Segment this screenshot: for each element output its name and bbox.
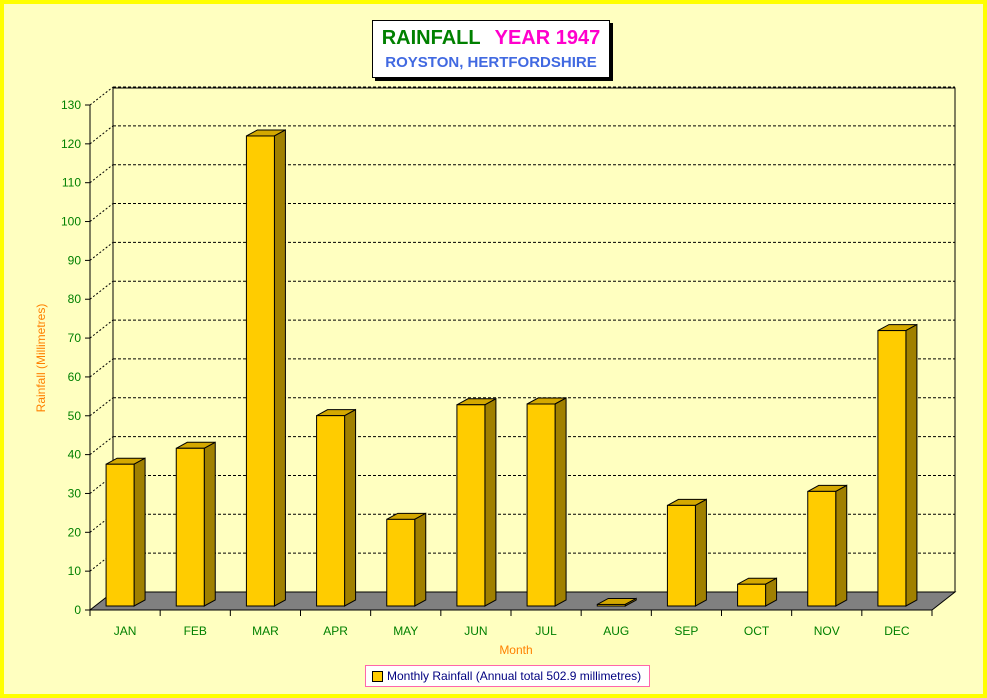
x-tick-label: DEC — [884, 624, 910, 638]
bar — [105, 457, 146, 607]
bar — [456, 397, 497, 607]
chart-legend: Monthly Rainfall (Annual total 502.9 mil… — [365, 665, 651, 687]
bar — [245, 129, 286, 607]
x-tick-label: OCT — [744, 624, 770, 638]
bar-side — [694, 498, 707, 607]
gridline-depth — [89, 125, 114, 145]
y-tick-label: 0 — [74, 603, 81, 617]
bar-side — [133, 457, 146, 607]
x-tick-label: JAN — [114, 624, 137, 638]
chart-title: RAINFALL — [381, 27, 481, 49]
bar-front — [737, 583, 767, 607]
y-tick-label: 130 — [61, 98, 81, 112]
y-tick-label: 20 — [68, 525, 82, 539]
x-tick-label: MAY — [393, 624, 418, 638]
bar — [526, 397, 567, 607]
gridline-depth — [89, 164, 114, 184]
gridline-depth — [89, 86, 114, 106]
bar-side — [905, 323, 918, 607]
x-tick-label: NOV — [814, 624, 840, 638]
x-tick-label: SEP — [674, 624, 698, 638]
bar — [175, 441, 216, 607]
bar-front — [316, 415, 346, 607]
y-tick-label: 80 — [68, 292, 82, 306]
y-tick-label: 120 — [61, 137, 81, 151]
gridline-depth — [89, 397, 114, 417]
y-tick-label: 10 — [68, 564, 82, 578]
bar-side — [835, 484, 848, 607]
y-tick-label: 100 — [61, 215, 81, 229]
bar-front — [386, 518, 416, 607]
bar — [807, 484, 848, 607]
bar-front — [245, 135, 275, 607]
x-tick-label: JUL — [535, 624, 557, 638]
bar-front — [526, 403, 556, 607]
chart-title-year: YEAR 1947 — [494, 27, 601, 49]
bar — [666, 498, 707, 607]
y-tick-label: 60 — [68, 370, 82, 384]
gridline-depth — [89, 319, 114, 339]
bar-side — [484, 397, 497, 607]
x-tick-label: JUN — [464, 624, 487, 638]
legend-swatch — [372, 671, 383, 683]
bar — [596, 597, 637, 607]
bar — [316, 408, 357, 607]
bar-side — [554, 397, 567, 607]
y-tick-label: 50 — [68, 409, 82, 423]
chart-title-box: RAINFALL YEAR 1947 ROYSTON, HERTFORDSHIRE — [372, 20, 610, 78]
gridline-depth — [89, 280, 114, 300]
chart-subtitle: ROYSTON, HERTFORDSHIRE — [385, 54, 597, 71]
gridline-depth — [89, 203, 114, 222]
gridline-depth — [89, 436, 114, 456]
bar-side — [273, 129, 286, 607]
x-tick-label: MAR — [252, 624, 279, 638]
x-tick-label: FEB — [184, 624, 207, 638]
legend-label: Monthly Rainfall (Annual total 502.9 mil… — [387, 669, 642, 683]
bar — [386, 512, 427, 607]
x-tick-label: APR — [323, 624, 348, 638]
x-tick-label: AUG — [603, 624, 629, 638]
bar — [877, 323, 918, 607]
y-tick-label: 90 — [68, 253, 82, 267]
gridline-depth — [89, 358, 114, 378]
y-tick-label: 30 — [68, 486, 82, 500]
bar-front — [807, 490, 837, 607]
bar-front — [105, 463, 135, 607]
bar — [737, 577, 778, 607]
bar-front — [175, 447, 205, 607]
y-tick-label: 110 — [62, 176, 81, 190]
y-tick-label: 70 — [68, 331, 82, 345]
y-tick-label: 40 — [68, 448, 82, 462]
bar-side — [203, 441, 216, 607]
bar-front — [666, 504, 696, 607]
bar-side — [414, 512, 427, 607]
y-axis-title: Rainfall (Millimetres) — [34, 304, 48, 413]
bar-front — [877, 330, 907, 607]
back-wall-border — [113, 87, 956, 592]
bar-front — [596, 603, 626, 607]
x-axis-title: Month — [499, 643, 532, 657]
gridline-depth — [89, 241, 114, 261]
bar-side — [344, 408, 357, 607]
bar-front — [456, 404, 486, 607]
